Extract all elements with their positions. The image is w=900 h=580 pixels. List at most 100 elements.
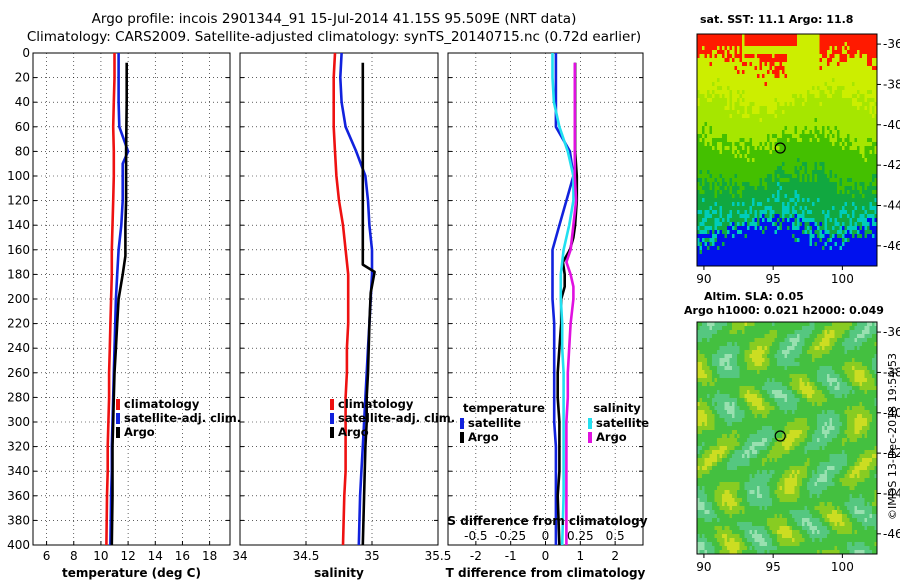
sst_map-pixel <box>874 54 878 59</box>
sst_map-pixel <box>849 210 853 215</box>
sst_map-pixel <box>832 214 835 219</box>
sst_map-pixel <box>779 130 783 135</box>
sst_map-pixel <box>814 110 818 115</box>
sst_map-pixel <box>819 34 823 39</box>
sst_map-pixel <box>807 46 810 51</box>
sst_map-pixel <box>842 58 845 63</box>
sst_map-pixel <box>732 162 735 167</box>
sst_map-pixel <box>719 230 723 235</box>
sst_map-pixel <box>874 226 878 231</box>
sst_map-pixel <box>822 34 825 39</box>
sst_map-pixel <box>737 190 740 195</box>
sst_map-pixel <box>754 226 758 231</box>
sst_map-pixel <box>779 42 783 47</box>
sst_map-pixel <box>797 102 800 107</box>
sst_map-pixel <box>812 54 815 59</box>
sst_map-pixel <box>874 254 878 259</box>
sst_map-pixel <box>794 262 798 267</box>
sst_map-pixel <box>777 114 780 119</box>
sst_map-pixel <box>702 166 705 171</box>
sla_map-pixel <box>807 338 810 343</box>
sst_map-pixel <box>709 78 713 83</box>
sst_map-pixel <box>729 178 733 183</box>
sst_map-pixel <box>769 150 773 155</box>
sst_map-pixel <box>792 186 795 191</box>
sst_map-pixel <box>807 78 810 83</box>
sla_map-pixel <box>707 330 710 335</box>
sst_map-pixel <box>844 106 848 111</box>
sla_map-pixel <box>862 338 865 343</box>
sst_map-pixel <box>852 86 855 91</box>
sst_map-pixel <box>832 194 835 199</box>
sst_map-pixel <box>819 138 823 143</box>
sst_map-pixel <box>817 186 820 191</box>
sst_map-pixel <box>769 222 773 227</box>
sst_map-pixel <box>739 150 743 155</box>
sst_map-pixel <box>869 38 873 43</box>
sst_map-pixel <box>844 102 848 107</box>
sla_map-pixel <box>792 342 795 347</box>
sla_map-pixel <box>834 322 838 327</box>
sst_map-pixel <box>857 218 860 223</box>
sst_map-pixel <box>874 210 878 215</box>
sst_map-pixel <box>794 126 798 131</box>
sst_map-pixel <box>872 54 875 59</box>
sst_map-pixel <box>817 94 820 99</box>
sst_map-pixel <box>744 106 748 111</box>
sst_map-pixel <box>817 174 820 179</box>
sst_map-pixel <box>832 230 835 235</box>
sst_map-pixel <box>724 46 728 51</box>
sst_map-pixel <box>742 178 745 183</box>
sst_map-pixel <box>714 118 718 123</box>
sst_map-pixel <box>699 82 703 87</box>
temperature-xtick-label: 8 <box>70 549 78 563</box>
sst_map-pixel <box>824 46 828 51</box>
sst_map-pixel <box>797 166 800 171</box>
sst_map-pixel <box>827 42 830 47</box>
sst_map-pixel <box>702 118 705 123</box>
sst_map-pixel <box>702 66 705 71</box>
sst_map-pixel <box>779 98 783 103</box>
sst_map-pixel <box>839 214 843 219</box>
sst_map-pixel <box>837 230 840 235</box>
sst_map-pixel <box>827 198 830 203</box>
sst_map-pixel <box>797 238 800 243</box>
sst_map-pixel <box>844 166 848 171</box>
sst_map-pixel <box>857 146 860 151</box>
sst_map-pixel <box>734 54 738 59</box>
sst_map-pixel <box>749 98 753 103</box>
sst_map-pixel <box>874 70 878 75</box>
sla_map-pixel <box>807 342 810 347</box>
sst_map-pixel <box>714 134 718 139</box>
sst_map-pixel <box>724 222 728 227</box>
sst_map-pixel <box>767 222 770 227</box>
sst_map-pixel <box>729 46 733 51</box>
sst_map-pixel <box>854 34 858 39</box>
sst_map-pixel <box>859 50 863 55</box>
sst_map-pixel <box>732 98 735 103</box>
sst_map-pixel <box>822 166 825 171</box>
sst_map-pixel <box>804 134 808 139</box>
sst_map-pixel <box>772 70 775 75</box>
sst_map-pixel <box>839 110 843 115</box>
sla_map-pixel <box>717 326 720 331</box>
sst_map-pixel <box>777 190 780 195</box>
sla_map-pixel <box>824 338 828 343</box>
sst_map-pixel <box>754 62 758 67</box>
sst_map-pixel <box>802 158 805 163</box>
sst_map-pixel <box>734 86 738 91</box>
sst_map-pixel <box>739 142 743 147</box>
sla_map-pixel <box>867 334 870 339</box>
sst_map-pixel <box>777 198 780 203</box>
sst_map-pixel <box>854 134 858 139</box>
sla_map-pixel <box>772 334 775 339</box>
sst_map-pixel <box>752 86 755 91</box>
sst_map-pixel <box>824 218 828 223</box>
sst_map-pixel <box>729 238 733 243</box>
sst_map-pixel <box>869 230 873 235</box>
sst_map-ytick-label: -40 <box>883 118 900 132</box>
sst_map-pixel <box>782 166 785 171</box>
sst_map-pixel <box>717 82 720 87</box>
sst_map-pixel <box>794 150 798 155</box>
sst_map-pixel <box>697 154 700 159</box>
